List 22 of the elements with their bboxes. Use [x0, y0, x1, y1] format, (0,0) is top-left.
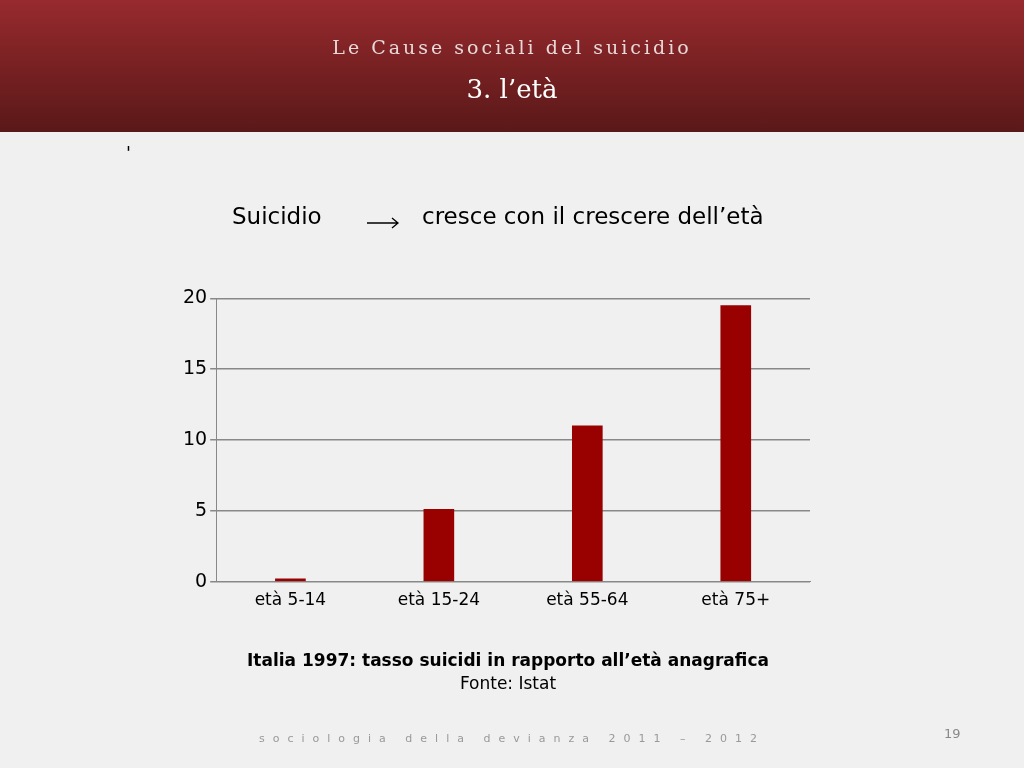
bar — [423, 509, 455, 582]
y-tick-label: 5 — [195, 497, 208, 520]
y-tick-label: 0 — [195, 568, 208, 591]
source-note: Fonte: Istat — [458, 673, 558, 693]
bar — [275, 578, 306, 582]
text: cresce con il crescere dell’età — [422, 203, 764, 229]
x-tick-label: età 15-24 — [397, 589, 481, 610]
text: Suicidio — [232, 203, 322, 229]
bar — [720, 305, 752, 582]
y-tick-label: 15 — [182, 356, 208, 379]
x-tick-label: età 55-64 — [546, 589, 629, 610]
y-tick-label: 10 — [182, 426, 208, 449]
y-tick-label: 20 — [182, 285, 208, 308]
text: ' — [126, 142, 131, 163]
text: Italia 1997: tasso suicidi in rapporto all’età anagrafica — [246, 650, 770, 670]
x-tick-label: età 5-14 — [254, 589, 327, 610]
bar — [571, 425, 603, 582]
chart-title: Le Cause sociali del suicidio — [331, 36, 693, 58]
text: sociologia della devianza 2011 – 2012 — [259, 732, 765, 745]
text: 19 — [944, 726, 961, 741]
chart-subtitle: 3. l’età — [465, 74, 559, 104]
x-tick-label: età 75+ — [701, 589, 771, 610]
